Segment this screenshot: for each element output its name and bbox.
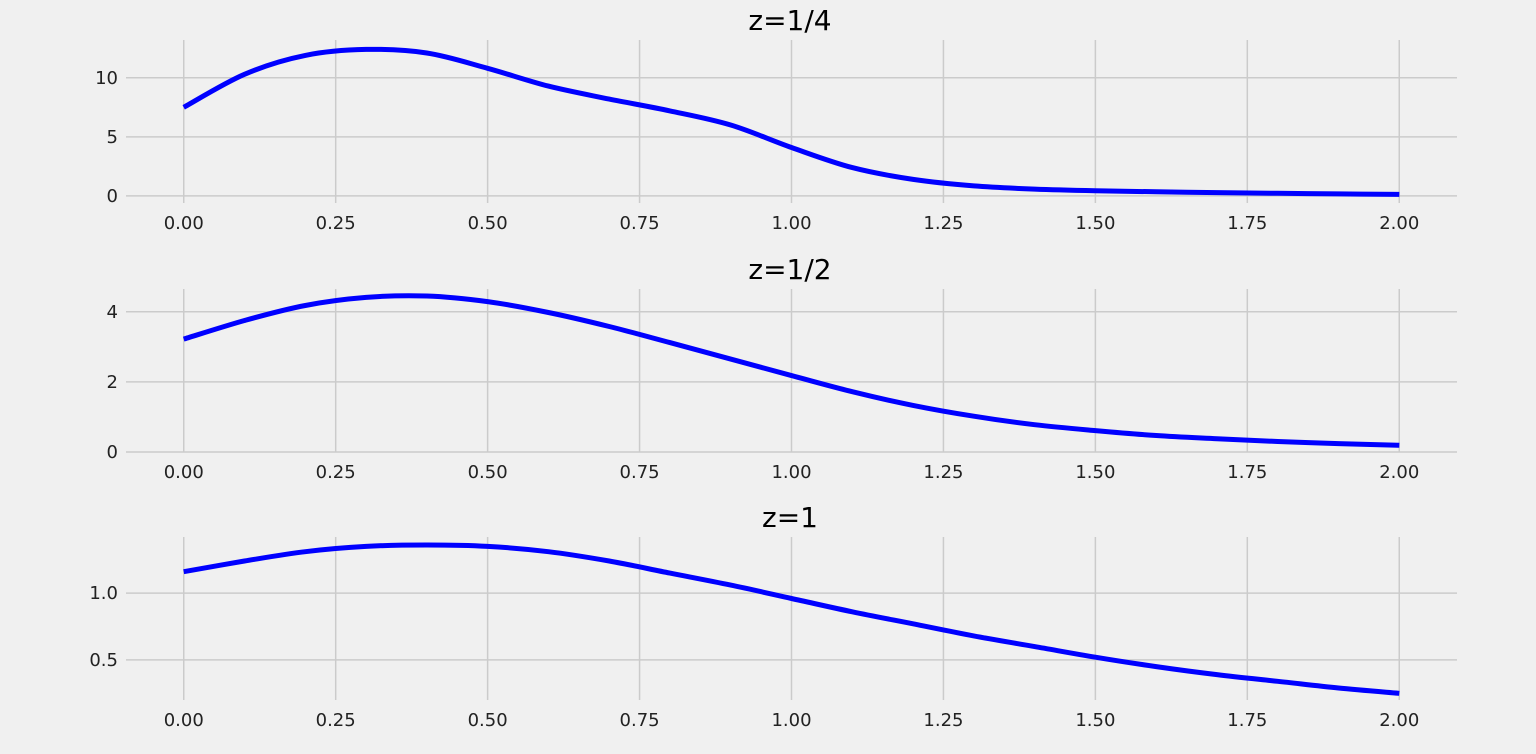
tick-layer: 0.00 0.25 0.50 0.75 1.00 1.25 1.50 1.75 2.00 0 2 4 bbox=[107, 302, 1420, 483]
x-tick-label: 2.00 bbox=[1379, 462, 1419, 483]
x-tick-label: 0.75 bbox=[620, 710, 660, 731]
y-tick-label: 0 bbox=[107, 442, 118, 463]
y-tick-label: 5 bbox=[107, 127, 118, 148]
x-tick-label: 2.00 bbox=[1379, 213, 1419, 234]
x-tick-label: 1.50 bbox=[1075, 710, 1115, 731]
y-tick-label: 1.0 bbox=[89, 583, 118, 604]
curve-layer bbox=[182, 293, 1400, 448]
subplot-z-one: z=1 0.00 0.25 0.50 0.75 1.00 1.25 1.50 1.75 2.00… bbox=[89, 501, 1457, 731]
y-tick-label: 10 bbox=[95, 68, 118, 89]
x-tick-label: 0.50 bbox=[468, 462, 508, 483]
series-line bbox=[183, 542, 1400, 696]
series-line bbox=[182, 293, 1400, 448]
y-tick-label: 2 bbox=[107, 372, 118, 393]
subplot-z-half: z=1/2 0.00 0.25 0.50 0.75 1.00 1.25 1.50 1.75 2.… bbox=[107, 253, 1457, 483]
y-tick-label: 4 bbox=[107, 302, 118, 323]
x-tick-label: 0.25 bbox=[316, 710, 356, 731]
x-tick-label: 0.00 bbox=[164, 710, 204, 731]
x-tick-label: 0.50 bbox=[468, 213, 508, 234]
subplot-title: z=1/4 bbox=[748, 4, 831, 37]
x-tick-label: 1.75 bbox=[1227, 213, 1267, 234]
subplot-z-quarter: z=1/4 0.00 0.25 0.50 0.75 1.00 1.25 1.50 1.75 2.… bbox=[95, 4, 1457, 234]
x-tick-label: 1.75 bbox=[1227, 462, 1267, 483]
tick-layer: 0.00 0.25 0.50 0.75 1.00 1.25 1.50 1.75 2.00 0.5 1… bbox=[89, 583, 1419, 731]
x-tick-label: 1.75 bbox=[1227, 710, 1267, 731]
x-tick-label: 0.00 bbox=[164, 462, 204, 483]
x-tick-label: 1.25 bbox=[923, 462, 963, 483]
tick-layer: 0.00 0.25 0.50 0.75 1.00 1.25 1.50 1.75 2.00 0 5 10 bbox=[95, 68, 1419, 234]
x-tick-label: 1.25 bbox=[923, 213, 963, 234]
x-tick-label: 0.50 bbox=[468, 710, 508, 731]
x-tick-label: 1.25 bbox=[923, 710, 963, 731]
x-tick-label: 0.00 bbox=[164, 213, 204, 234]
y-tick-label: 0.5 bbox=[89, 650, 118, 671]
subplot-title: z=1 bbox=[762, 501, 818, 534]
x-tick-label: 1.00 bbox=[771, 462, 811, 483]
x-tick-label: 2.00 bbox=[1379, 710, 1419, 731]
series-line bbox=[182, 46, 1400, 197]
y-tick-label: 0 bbox=[107, 186, 118, 207]
x-tick-label: 1.00 bbox=[771, 710, 811, 731]
subplot-title: z=1/2 bbox=[748, 253, 831, 286]
x-tick-label: 1.50 bbox=[1075, 462, 1115, 483]
grid-layer bbox=[126, 537, 1457, 700]
x-tick-label: 1.50 bbox=[1075, 213, 1115, 234]
x-tick-label: 0.75 bbox=[620, 462, 660, 483]
x-tick-label: 1.00 bbox=[771, 213, 811, 234]
grid-layer bbox=[126, 289, 1457, 453]
x-tick-label: 0.75 bbox=[620, 213, 660, 234]
x-tick-label: 0.25 bbox=[316, 213, 356, 234]
curve-layer bbox=[182, 46, 1400, 197]
x-tick-label: 0.25 bbox=[316, 462, 356, 483]
curve-layer bbox=[183, 542, 1400, 696]
